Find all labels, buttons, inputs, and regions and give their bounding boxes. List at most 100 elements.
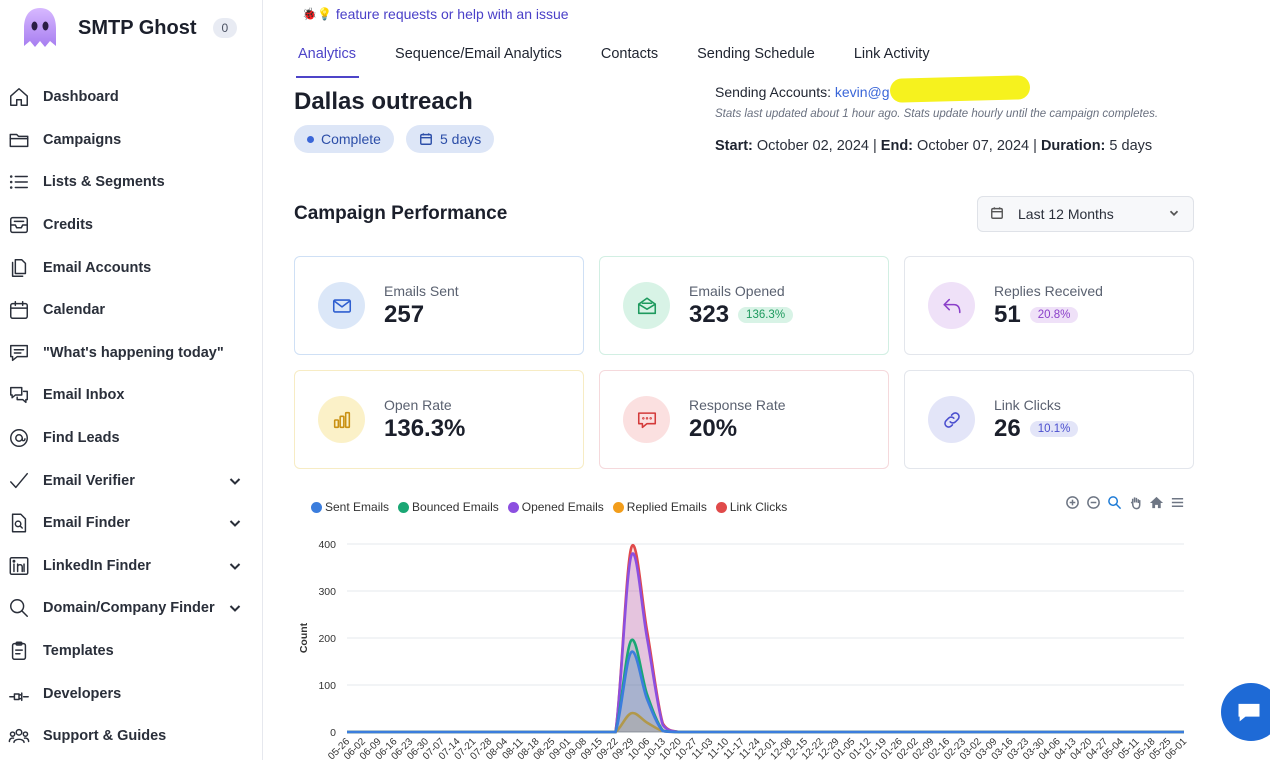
sidebar-item-label: Domain/Company Finder <box>43 600 215 617</box>
series-area-sent-emails <box>347 651 1184 732</box>
chevron-down-icon[interactable] <box>227 600 243 616</box>
legend-marker <box>507 501 519 513</box>
sidebar-item-what-s-happening-today[interactable]: "What's happening today" <box>0 332 263 375</box>
envelope-open-icon <box>623 282 670 329</box>
chevron-down-icon[interactable] <box>227 473 243 489</box>
y-tick-label: 300 <box>318 586 336 598</box>
users-icon <box>8 725 30 747</box>
stat-label: Emails Sent <box>384 282 459 299</box>
home-icon <box>8 86 30 108</box>
sidebar-item-label: Email Inbox <box>43 387 125 404</box>
ghost-logo-icon <box>24 8 56 47</box>
zoom-select-icon[interactable] <box>1106 494 1122 510</box>
pan-hand-icon[interactable] <box>1127 494 1143 510</box>
sidebar-item-credits[interactable]: Credits <box>0 204 263 247</box>
sidebar-item-developers[interactable]: Developers <box>0 672 263 715</box>
tab-link-activity[interactable]: Link Activity <box>853 46 930 62</box>
status-dot-icon <box>307 135 314 143</box>
brand[interactable]: SMTP Ghost 0 <box>20 6 238 50</box>
start-date: October 02, 2024 <box>756 138 869 154</box>
sidebar-item-dashboard[interactable]: Dashboard <box>0 76 263 119</box>
chat-support-button[interactable] <box>1221 683 1270 741</box>
sidebar-item-support-guides[interactable]: Support & Guides <box>0 715 263 758</box>
sending-account-email[interactable]: kevin@g <box>834 84 890 100</box>
tab-sequence-email-analytics[interactable]: Sequence/Email Analytics <box>395 46 562 62</box>
linkedin-icon <box>8 555 30 577</box>
sidebar-item-lists-segments[interactable]: Lists & Segments <box>0 161 263 204</box>
stat-value: 136.3% <box>384 414 466 442</box>
sidebar-item-email-finder[interactable]: Email Finder <box>0 502 263 545</box>
sidebar-item-email-accounts[interactable]: Email Accounts <box>0 246 263 289</box>
sidebar-item-label: Credits <box>43 217 93 234</box>
duration-label: Duration: <box>1040 138 1106 154</box>
chevron-down-icon[interactable] <box>227 558 243 574</box>
zoom-out-icon[interactable] <box>1085 494 1101 510</box>
sidebar-item-label: Email Finder <box>43 515 131 532</box>
chart-toolbar <box>1064 494 1185 510</box>
sidebar-item-templates[interactable]: Templates <box>0 630 263 673</box>
sidebar-nav: Dashboard Campaigns Lists & Segments Credit… <box>0 76 263 758</box>
sidebar-item-calendar[interactable]: Calendar <box>0 289 263 332</box>
stat-value: 323 <box>689 300 730 328</box>
sidebar-item-label: LinkedIn Finder <box>43 557 151 574</box>
feature-request-text[interactable]: feature requests or help with an issue <box>335 6 569 22</box>
legend-item-sent-emails[interactable]: Sent Emails <box>311 500 389 514</box>
tab-analytics[interactable]: Analytics <box>295 46 360 78</box>
legend-item-opened-emails[interactable]: Opened Emails <box>507 500 604 514</box>
y-tick-label: 400 <box>318 539 336 551</box>
sidebar-item-campaigns[interactable]: Campaigns <box>0 119 263 162</box>
stat-card-replies-received: Replies Received 51 20.8% <box>904 256 1194 355</box>
menu-icon[interactable] <box>1169 494 1185 510</box>
stat-label: Emails Opened <box>689 282 785 299</box>
sidebar: SMTP Ghost 0 Dashboard Campaigns Lists & S… <box>0 0 263 760</box>
sidebar-item-label: Email Accounts <box>43 259 152 276</box>
stat-label: Open Rate <box>384 396 452 413</box>
legend-label: Link Clicks <box>729 500 788 514</box>
documents-icon <box>8 257 30 279</box>
performance-chart: 0100200300400Count05-2606-0206-0906-1606… <box>298 539 1189 760</box>
legend-label: Sent Emails <box>325 500 390 514</box>
stat-value: 26 <box>994 414 1021 442</box>
tab-bar: Analytics Sequence/Email Analytics Contact… <box>295 46 930 78</box>
date-range-select[interactable]: Last 12 Months <box>977 196 1194 232</box>
reply-icon <box>928 282 975 329</box>
legend-item-bounced-emails[interactable]: Bounced Emails <box>398 500 499 514</box>
sidebar-item-domain-company-finder[interactable]: Domain/Company Finder <box>0 587 263 630</box>
legend-item-replied-emails[interactable]: Replied Emails <box>612 500 707 514</box>
series-area-opened-emails <box>347 553 1184 732</box>
zoom-in-icon[interactable] <box>1064 494 1080 510</box>
sidebar-item-label: Templates <box>43 643 114 660</box>
bar-chart-icon <box>318 396 365 443</box>
sending-accounts-label: Sending Accounts: <box>715 84 831 100</box>
tab-contacts[interactable]: Contacts <box>600 46 659 62</box>
duration-badge-text: 5 days <box>440 131 482 147</box>
sidebar-item-find-leads[interactable]: Find Leads <box>0 417 263 460</box>
file-search-icon <box>8 512 30 534</box>
sidebar-item-label: "What's happening today" <box>43 344 224 361</box>
sidebar-item-linkedin-finder[interactable]: LinkedIn Finder <box>0 545 263 588</box>
chat-icon <box>1238 703 1260 722</box>
chevron-down-icon[interactable] <box>227 515 243 531</box>
feature-request-link[interactable]: 🐞💡 feature requests or help with an issu… <box>302 6 569 22</box>
legend-item-link-clicks[interactable]: Link Clicks <box>715 500 788 514</box>
campaign-dates: Start: October 02, 2024 | End: October 0… <box>715 138 1153 154</box>
stat-value: 257 <box>384 300 425 328</box>
message-icon <box>623 396 670 443</box>
duration-badge: 5 days <box>406 125 495 153</box>
stat-label: Link Clicks <box>994 396 1061 413</box>
y-tick-label: 200 <box>318 633 336 645</box>
tab-sending-schedule[interactable]: Sending Schedule <box>697 46 815 62</box>
notification-badge[interactable]: 0 <box>212 18 238 38</box>
sidebar-item-email-inbox[interactable]: Email Inbox <box>0 374 263 417</box>
end-label: End: <box>880 138 914 154</box>
series-line-opened-emails <box>347 552 1184 734</box>
clipboard-icon <box>8 640 30 662</box>
list-icon <box>8 171 30 193</box>
calendar-icon <box>8 299 30 321</box>
reset-home-icon[interactable] <box>1148 494 1164 510</box>
stat-card-emails-opened: Emails Opened 323 136.3% <box>599 256 889 355</box>
sidebar-item-email-verifier[interactable]: Email Verifier <box>0 459 263 502</box>
sending-accounts: Sending Accounts: kevin@g <box>715 84 890 100</box>
calendar-icon <box>420 133 432 145</box>
series-area-replied-emails <box>347 712 1184 732</box>
